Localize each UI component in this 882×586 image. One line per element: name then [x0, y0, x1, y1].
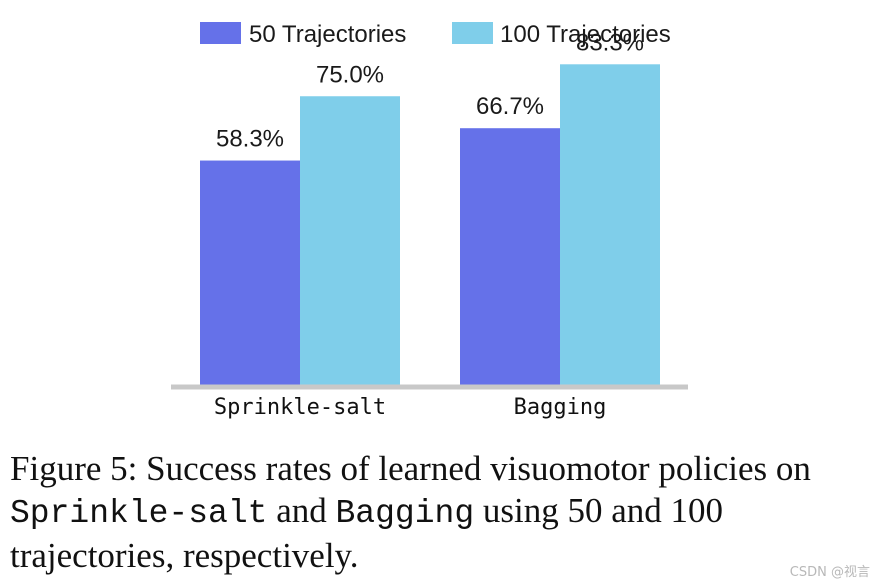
legend-swatch-50-trajectories: [200, 22, 241, 44]
bar-bagging-100-trajectories: [560, 64, 660, 386]
category-labels: Sprinkle-salt Bagging: [214, 395, 606, 420]
bar-sprinkle-salt-100-trajectories: [300, 96, 400, 385]
figure-caption: Figure 5: Success rates of learned visuo…: [10, 448, 872, 577]
bars: [200, 64, 660, 386]
value-label-bagging-100-trajectories: 83.3%: [576, 29, 644, 56]
legend-label-100-trajectories: 100 Trajectories: [500, 21, 671, 48]
legend-swatch-100-trajectories: [452, 22, 493, 44]
caption-text-1: Figure 5: Success rates of learned visuo…: [10, 449, 811, 488]
bar-chart: 50 Trajectories 100 Trajectories 58.3% 75.…: [171, 21, 688, 420]
caption-code-bagging: Bagging: [335, 495, 475, 532]
value-label-bagging-50-trajectories: 66.7%: [476, 93, 544, 120]
value-label-sprinkle-salt-100-trajectories: 75.0%: [316, 61, 384, 88]
value-label-sprinkle-salt-50-trajectories: 58.3%: [216, 126, 284, 153]
category-label-bagging: Bagging: [514, 395, 607, 420]
bar-sprinkle-salt-50-trajectories: [200, 160, 300, 385]
legend: 50 Trajectories 100 Trajectories: [200, 21, 671, 48]
value-labels: 58.3% 75.0% 66.7% 83.3%: [216, 29, 644, 152]
watermark: CSDN @视言: [789, 565, 870, 580]
category-label-sprinkle-salt: Sprinkle-salt: [214, 395, 386, 420]
bar-bagging-50-trajectories: [460, 128, 560, 385]
caption-text-3: using 50 and 100 trajectories, respectiv…: [10, 491, 724, 575]
legend-label-50-trajectories: 50 Trajectories: [249, 21, 406, 48]
caption-code-sprinkle-salt: Sprinkle-salt: [10, 495, 268, 532]
caption-text-2: and: [267, 491, 336, 530]
